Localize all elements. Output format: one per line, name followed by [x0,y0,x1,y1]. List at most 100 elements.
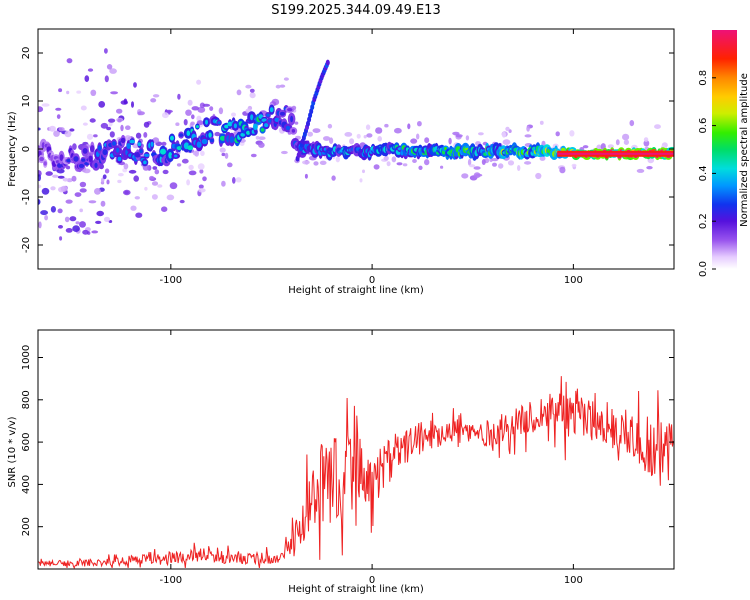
spectrogram-speckle [455,134,463,138]
spectrogram-speckle [87,68,94,72]
spectrogram-speckle [91,230,99,234]
spectrogram-ridge [250,114,254,121]
spectrogram-speckle [410,138,418,144]
spectrogram-speckle [120,124,124,132]
spectrogram-speckle [440,165,444,169]
spectrogram-ridge [66,159,72,163]
spectrogram-speckle [109,131,115,138]
spectrogram-speckle [221,152,226,157]
snr-marks [38,376,674,569]
spectrogram-speckle [50,186,56,191]
spectrogram-x-ticks: -100 0 100 [159,29,583,286]
spectrogram-speckle [75,221,80,225]
spectrogram-speckle [118,173,124,177]
spectrogram-ridge [205,119,208,125]
spectrogram-speckle [40,210,48,216]
spectrogram-speckle [491,158,499,162]
spectrogram-speckle [94,188,101,195]
spectrogram-speckle [218,107,224,115]
spectrogram-speckle [539,120,544,125]
spectrogram-speckle [362,169,365,174]
spectrogram-speckle [123,98,128,105]
spectrogram-speckle [176,163,182,167]
spectrogram-ridge [102,149,108,156]
spectrogram-speckle [57,208,63,214]
spectrogram-speckle [582,145,589,149]
spectrogram-speckle [383,155,389,161]
spectrogram-speckle [623,139,630,145]
spectrogram-speckle [505,126,510,132]
spectrogram-ridge [78,163,85,168]
spectrogram-ridge [253,123,258,131]
snr-x-tick-label: 100 [564,575,583,586]
spectrogram-speckle [304,173,308,179]
spectrogram-x-label: Height of straight line (km) [288,285,424,296]
spectrogram-speckle [38,221,42,229]
spectrogram-speckle [258,136,266,140]
spectrogram-speckle [221,180,226,187]
spectrogram-speckle [199,169,204,174]
spectrogram-ridge [186,130,191,136]
spectrogram-ridge [219,135,226,141]
spectrogram-ridge [43,161,47,166]
spectrogram-ridge [81,158,86,162]
spectrogram-speckle [375,127,383,134]
spectrogram-ridge [224,124,229,129]
spectrogram-speckle [327,123,333,129]
spectrogram-speckle [335,156,340,163]
spectrogram-ridge [143,153,150,157]
spectrogram-ridge [209,138,214,143]
spectrogram-speckle [461,173,469,179]
spectrogram-ridge [150,141,154,147]
spectrogram-speckle [57,175,65,179]
spectrogram-speckle [615,139,620,146]
spectrogram-ridge [266,113,270,117]
spectrogram-speckle [517,165,521,171]
spectrogram-speckle [492,162,497,167]
spectrogram-speckle [331,175,336,181]
spectrogram-speckle [643,140,650,147]
spectrogram-ridge [246,130,251,135]
spectrogram-speckle [79,181,87,188]
spectrogram-speckle [152,94,160,98]
spectrogram-speckle [196,79,202,85]
snr-series-line [38,376,674,569]
spectrogram-speckle [175,122,180,126]
spectrogram-speckle [179,199,185,204]
spectrogram-speckle [52,174,59,178]
spectrogram-ridge [285,125,291,131]
spectrogram-speckle [473,166,481,170]
spectrogram-speckle [165,109,173,113]
spectrogram-speckle [181,158,189,164]
spectrogram-speckle [55,107,62,111]
spectrogram-speckle [498,163,504,169]
spectrogram-speckle [50,206,57,213]
spectrogram-speckle [65,199,73,204]
spectrogram-speckle [82,229,89,235]
spectrogram-speckle [526,125,530,132]
spectrogram-speckle [275,84,281,89]
spectrogram-speckle [236,89,242,96]
spectrogram-speckle [109,68,117,74]
spectrogram-speckle [103,216,111,222]
spectrogram-speckle [143,132,148,138]
spectrogram-speckle [190,121,195,126]
spectrogram-speckle [66,58,73,64]
spectrogram-speckle [95,220,102,224]
spectrogram-speckle [224,152,229,159]
spectrogram-speckle [250,153,257,158]
spectrogram-speckle [123,163,129,170]
spectrogram-ridge [39,156,44,162]
spectrogram-speckle [502,139,511,145]
spectrogram-ridge [196,141,202,148]
spectrogram-speckle [134,196,140,200]
spectrogram-speckle [191,106,200,111]
spectrogram-speckle [258,142,265,148]
spectrogram-ridge [82,148,88,154]
spectrogram-ridge [160,148,166,155]
spectrogram-speckle [535,172,542,180]
spectrogram-ridge [240,132,246,137]
snr-y-tick-label: 600 [21,433,32,452]
spectrogram-speckle [465,135,470,141]
spectrogram-speckle [344,132,353,137]
